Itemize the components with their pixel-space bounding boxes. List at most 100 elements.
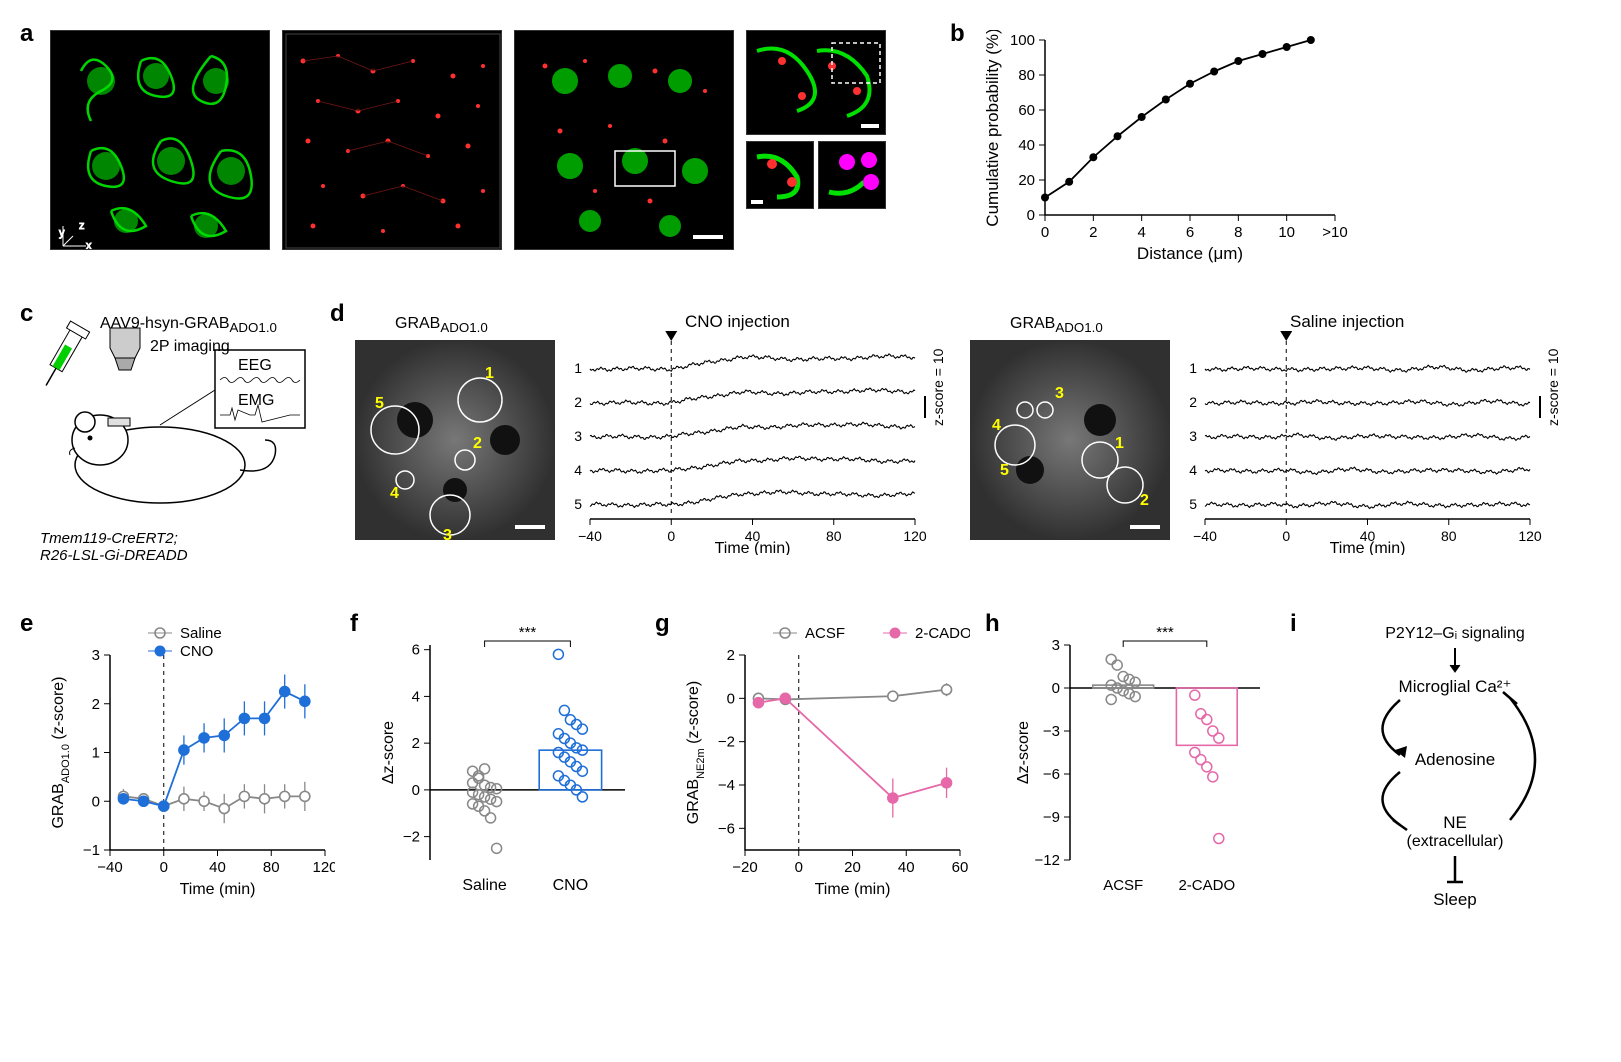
genotype: Tmem119-CreERT2;R26-LSL-Gi-DREADD	[40, 530, 188, 564]
img-iba1: Iba1	[50, 30, 270, 250]
svg-text:20: 20	[844, 859, 861, 876]
svg-text:x: x	[86, 240, 92, 250]
inset-top	[746, 30, 886, 135]
svg-text:120: 120	[1518, 528, 1542, 544]
panel-a: Iba1	[50, 30, 900, 250]
svg-text:80: 80	[263, 859, 280, 876]
svg-text:1: 1	[485, 365, 494, 382]
scalebar-inset2	[751, 200, 763, 204]
svg-text:1: 1	[1189, 360, 1197, 376]
svg-text:120: 120	[312, 859, 335, 876]
svg-text:2: 2	[574, 394, 582, 410]
svg-text:2-CADO: 2-CADO	[915, 625, 970, 642]
grab-img-saline: 12 345	[970, 340, 1170, 540]
svg-text:2: 2	[727, 647, 735, 664]
svg-text:2: 2	[412, 735, 420, 752]
svg-text:0: 0	[727, 690, 735, 707]
grab-label-1: GRABADO1.0	[395, 315, 488, 335]
panel-g-label: g	[655, 610, 670, 638]
panel-b: 0246810>10020406080100Distance (μm)Cumul…	[980, 30, 1350, 265]
svg-text:4: 4	[390, 485, 399, 502]
svg-text:1: 1	[92, 745, 100, 762]
scalebar-inset1	[861, 124, 879, 128]
svg-text:80: 80	[1441, 528, 1457, 544]
svg-text:−40: −40	[97, 859, 122, 876]
svg-text:80: 80	[826, 528, 842, 544]
svg-text:−3: −3	[1043, 723, 1060, 740]
svg-text:Adenosine: Adenosine	[1415, 750, 1495, 769]
svg-text:***: ***	[1156, 624, 1174, 641]
panel-f-label: f	[350, 610, 358, 638]
svg-text:1: 1	[1115, 435, 1124, 452]
diagram-i: P2Y12–Gᵢ signalingMicroglial Ca²⁺Adenosi…	[1310, 620, 1600, 910]
svg-text:0: 0	[92, 793, 100, 810]
svg-text:−1: −1	[83, 842, 100, 859]
panel-i-label: i	[1290, 610, 1297, 638]
svg-text:−20: −20	[732, 859, 757, 876]
grab-img-cno: 12 345	[355, 340, 555, 540]
svg-text:Time (min): Time (min)	[1330, 540, 1406, 555]
svg-text:4: 4	[574, 462, 582, 478]
svg-text:10: 10	[1278, 224, 1295, 241]
svg-text:0: 0	[1041, 224, 1049, 241]
panel-f: −20246Δz-scoreSalineCNO***	[375, 620, 635, 900]
svg-text:GRABNE2m (z-score): GRABNE2m (z-score)	[685, 681, 707, 824]
svg-text:NE: NE	[1443, 813, 1467, 832]
svg-text:0: 0	[1052, 680, 1060, 697]
svg-text:3: 3	[1055, 385, 1064, 402]
svg-text:20: 20	[1018, 172, 1035, 189]
svg-text:0: 0	[1282, 528, 1290, 544]
grab-label-2: GRABADO1.0	[1010, 315, 1103, 335]
emg-text: EMG	[238, 392, 274, 409]
svg-text:0: 0	[667, 528, 675, 544]
svg-text:120: 120	[903, 528, 927, 544]
panel-c: EEG EMG AAV9-hsyn-GRABADO1.0 2P imaging …	[40, 320, 310, 560]
svg-text:0: 0	[1027, 207, 1035, 224]
svg-text:Saline: Saline	[462, 877, 507, 894]
panel-b-label: b	[950, 20, 965, 48]
inset-bl	[746, 141, 814, 209]
svg-text:8: 8	[1234, 224, 1242, 241]
svg-text:2: 2	[1140, 492, 1149, 509]
svg-text:Δz-score: Δz-score	[1015, 721, 1032, 784]
svg-text:2: 2	[1089, 224, 1097, 241]
panel-a-label: a	[20, 20, 33, 48]
panel-h-label: h	[985, 610, 1000, 638]
svg-text:ACSF: ACSF	[1103, 877, 1143, 894]
svg-text:>10: >10	[1322, 224, 1347, 241]
svg-text:3: 3	[574, 428, 582, 444]
svg-text:Distance (μm): Distance (μm)	[1137, 244, 1243, 263]
panel-i: P2Y12–Gᵢ signalingMicroglial Ca²⁺Adenosi…	[1310, 620, 1600, 910]
svg-text:60: 60	[952, 859, 969, 876]
chart-e: −4004080120−10123Time (min)GRABADO1.0 (z…	[45, 620, 335, 900]
svg-text:5: 5	[375, 395, 384, 412]
svg-text:Time (min): Time (min)	[815, 881, 891, 898]
svg-text:2: 2	[1189, 394, 1197, 410]
svg-text:60: 60	[1018, 102, 1035, 119]
svg-text:−2: −2	[403, 829, 420, 846]
imaging-label: 2P imaging	[150, 338, 230, 356]
svg-text:−40: −40	[1193, 528, 1217, 544]
svg-text:2: 2	[473, 435, 482, 452]
svg-text:CNO: CNO	[553, 877, 589, 894]
panel-e: −4004080120−10123Time (min)GRABADO1.0 (z…	[45, 620, 335, 900]
svg-text:0: 0	[412, 782, 420, 799]
svg-text:1: 1	[574, 360, 582, 376]
eeg-text: EEG	[238, 357, 272, 374]
svg-text:80: 80	[1018, 67, 1035, 84]
svg-text:4: 4	[992, 417, 1001, 434]
chart-f: −20246Δz-scoreSalineCNO***	[375, 620, 635, 900]
panel-g: −200204060−6−4−202Time (min)GRABNE2m (z-…	[680, 620, 970, 900]
img-insets	[746, 30, 886, 209]
chart-g: −200204060−6−4−202Time (min)GRABNE2m (z-…	[680, 620, 970, 900]
schematic-c: EEG EMG	[40, 320, 310, 560]
svg-text:z-score = 10: z-score = 10	[930, 348, 946, 426]
svg-text:y: y	[59, 227, 65, 239]
svg-text:−9: −9	[1043, 809, 1060, 826]
svg-text:40: 40	[1018, 137, 1035, 154]
svg-text:3: 3	[92, 647, 100, 664]
svg-text:40: 40	[898, 859, 915, 876]
svg-text:ACSF: ACSF	[805, 625, 845, 642]
svg-text:2-CADO: 2-CADO	[1178, 877, 1235, 894]
svg-text:Cumulative probability (%): Cumulative probability (%)	[983, 30, 1002, 227]
